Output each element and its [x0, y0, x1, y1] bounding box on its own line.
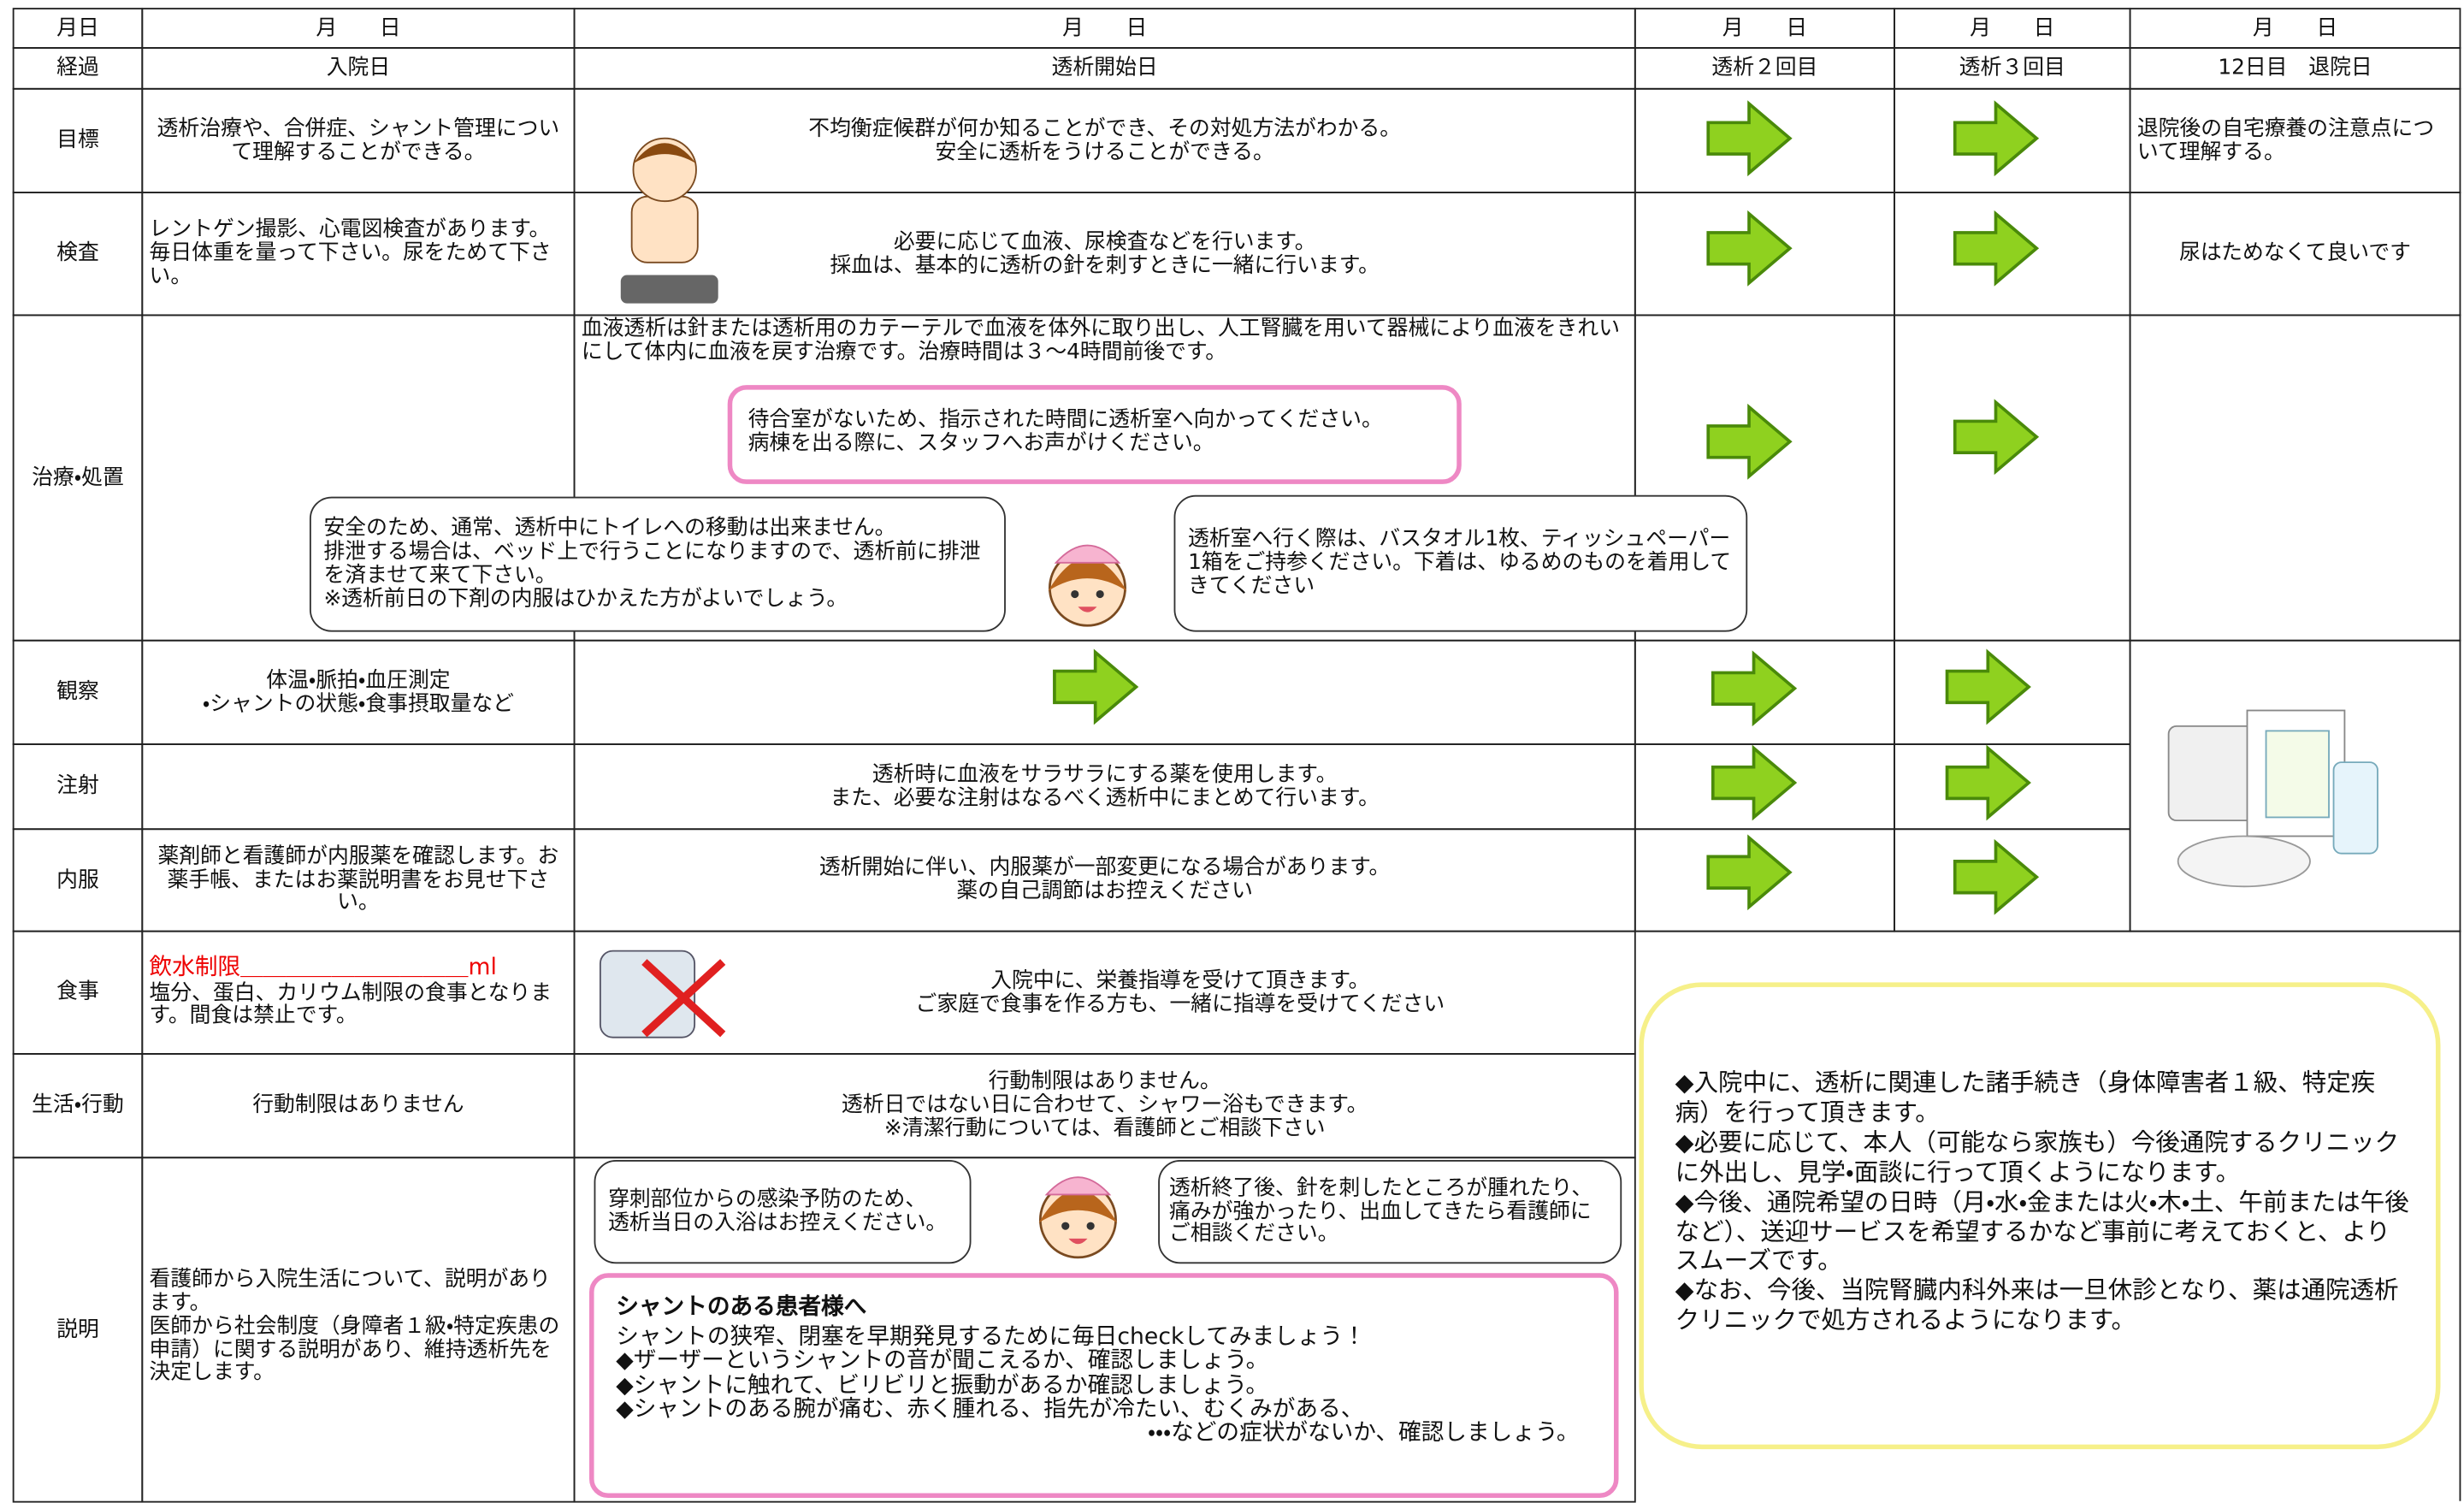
info-box: ◆入院中に、透析に関連した諸手続き（身体障害者１級、特定疾病）を行って頂きます。… — [1639, 982, 2441, 1450]
notice-box: 待合室がないため、指示された時間に透析室へ向かってください。 病棟を出る際に、ス… — [727, 385, 1462, 484]
bag-label — [2265, 730, 2330, 819]
table-cell: 入院中に、栄養指導を受けて頂きます。 ご家庭で食事を作る方も、一緒に指導を受けて… — [573, 930, 1636, 1055]
cross — [641, 959, 726, 1038]
info-line: ◆必要に応じて、本人（可能なら家族も）今後通院するクリニックに外出し、見学・面談… — [1675, 1127, 2400, 1186]
arrow — [1711, 650, 1798, 727]
arrow — [1706, 210, 1793, 287]
arrow — [1706, 834, 1793, 911]
table-cell: 行動制限はありません — [141, 1053, 576, 1159]
info-line: ◆入院中に、透析に関連した諸手続き（身体障害者１級、特定疾病）を行って頂きます。 — [1675, 1068, 2376, 1127]
table-cell: 看護師から入院生活について、説明があります。 医師から社会制度（身障者１級・特定… — [141, 1157, 576, 1503]
box-title: シャントのある患者様へ — [616, 1295, 867, 1321]
speech-bubble: 透析室へ行く際は、バスタオル1枚、ティッシュペーパー1箱をご持参ください。下着は… — [1173, 494, 1748, 632]
table-border — [1634, 930, 2461, 1501]
arrow — [1945, 744, 2031, 821]
box-line: ・・・などの症状がないか、確認しましょう。 — [1147, 1421, 1580, 1447]
table-cell: 必要に応じて血液、尿検査などを行います。 採血は、基本的に透析の針を刺すときに一… — [573, 192, 1636, 317]
salt-bag — [599, 950, 696, 1038]
box-line: ◆ザーザーというシャントの音が聞こえるか、確認しましょう。 — [616, 1349, 1269, 1375]
speech-bubble: 透析終了後、針を刺したところが腫れたり、痛みが強かったり、出血してきたら看護師に… — [1158, 1160, 1622, 1264]
boy-hair — [633, 143, 696, 164]
table-cell: 退院後の自宅療養の注意点について理解する。 — [2129, 87, 2461, 194]
eye — [1071, 589, 1079, 599]
table-cell: 飲水制限＿＿＿＿＿＿＿＿＿＿ml 塩分、蛋白、カリウム制限の食事となります。間食は… — [141, 930, 576, 1055]
speech-bubble: 安全のため、通常、透析中にトイレへの移動は出来ません。 排泄する場合は、ベッド上… — [309, 496, 1006, 632]
arrow — [1706, 100, 1793, 177]
box-line: ◆シャントに触れて、ビリビリと振動があるか確認しましょう。 — [616, 1373, 1269, 1399]
table-cell: 生活・行動 — [12, 1053, 144, 1159]
table-cell: 行動制限はありません。 透析日ではない日に合わせて、シャワー浴もできます。 ※清… — [573, 1053, 1636, 1159]
nurse-cap — [1054, 544, 1121, 564]
eye — [1061, 1222, 1070, 1230]
nurse-cap — [1044, 1176, 1112, 1196]
table-cell: 薬剤師と看護師が内服薬を確認します。お薬手帳、またはお薬説明書をお見せ下さい。 — [141, 828, 576, 932]
boy-body — [630, 195, 699, 263]
arrow — [1053, 648, 1139, 725]
box-line: ◆シャントのある腕が痛む、赤く腫れる、指先が冷たい、むくみがある、 — [616, 1397, 1364, 1423]
nurse-hair — [1048, 558, 1127, 591]
mouth — [1078, 607, 1097, 612]
arrow — [1706, 403, 1793, 480]
eye — [1086, 1222, 1095, 1230]
cell-text: 塩分、蛋白、カリウム制限の食事となります。間食は禁止です。 — [149, 979, 552, 1029]
eye — [1096, 589, 1104, 599]
info-line: ◆今後、通院希望の日時（月・水・金または火・木・土、午前または午後など）、送迎サ… — [1675, 1187, 2409, 1275]
info-line: ◆なお、今後、当院腎臓内科外来は一旦休診となり、薬は通院透析クリニックで処方され… — [1675, 1276, 2399, 1335]
table-cell: 尿はためなくて良いです — [2129, 192, 2461, 317]
arrow — [1953, 838, 2040, 915]
table-cell: 体温・脈拍・血圧測定 ・シャントの状態・食事摂取量など — [141, 639, 576, 745]
box-line: シャントの狭窄、閉塞を早期発見するために毎日checkしてみましょう！ — [616, 1325, 1366, 1351]
scale — [620, 275, 718, 304]
table-cell: 透析時に血液をサラサラにする薬を使用します。 また、必要な注射はなるべく透析中に… — [573, 743, 1636, 831]
bottle — [2332, 761, 2378, 855]
arrow — [1953, 210, 2040, 287]
shunt-box: シャントのある患者様へ シャントの狭窄、閉塞を早期発見するために毎日checkし… — [589, 1273, 1619, 1499]
arrow — [1953, 399, 2040, 476]
nurse-hair — [1038, 1189, 1118, 1223]
fluid-limit: 飲水制限＿＿＿＿＿＿＿＿＿＿ml — [149, 955, 497, 980]
speech-bubble: 穿刺部位からの感染予防のため、 透析当日の入浴はお控えください。 — [594, 1160, 972, 1264]
mouth — [1068, 1238, 1088, 1245]
pill-sheet — [2177, 835, 2311, 888]
arrow — [1953, 100, 2040, 177]
arrow — [1711, 744, 1798, 821]
arrow — [1945, 648, 2031, 725]
table-cell: レントゲン撮影、心電図検査があります。毎日体重を量って下さい。尿をためて下さい。 — [141, 192, 576, 317]
